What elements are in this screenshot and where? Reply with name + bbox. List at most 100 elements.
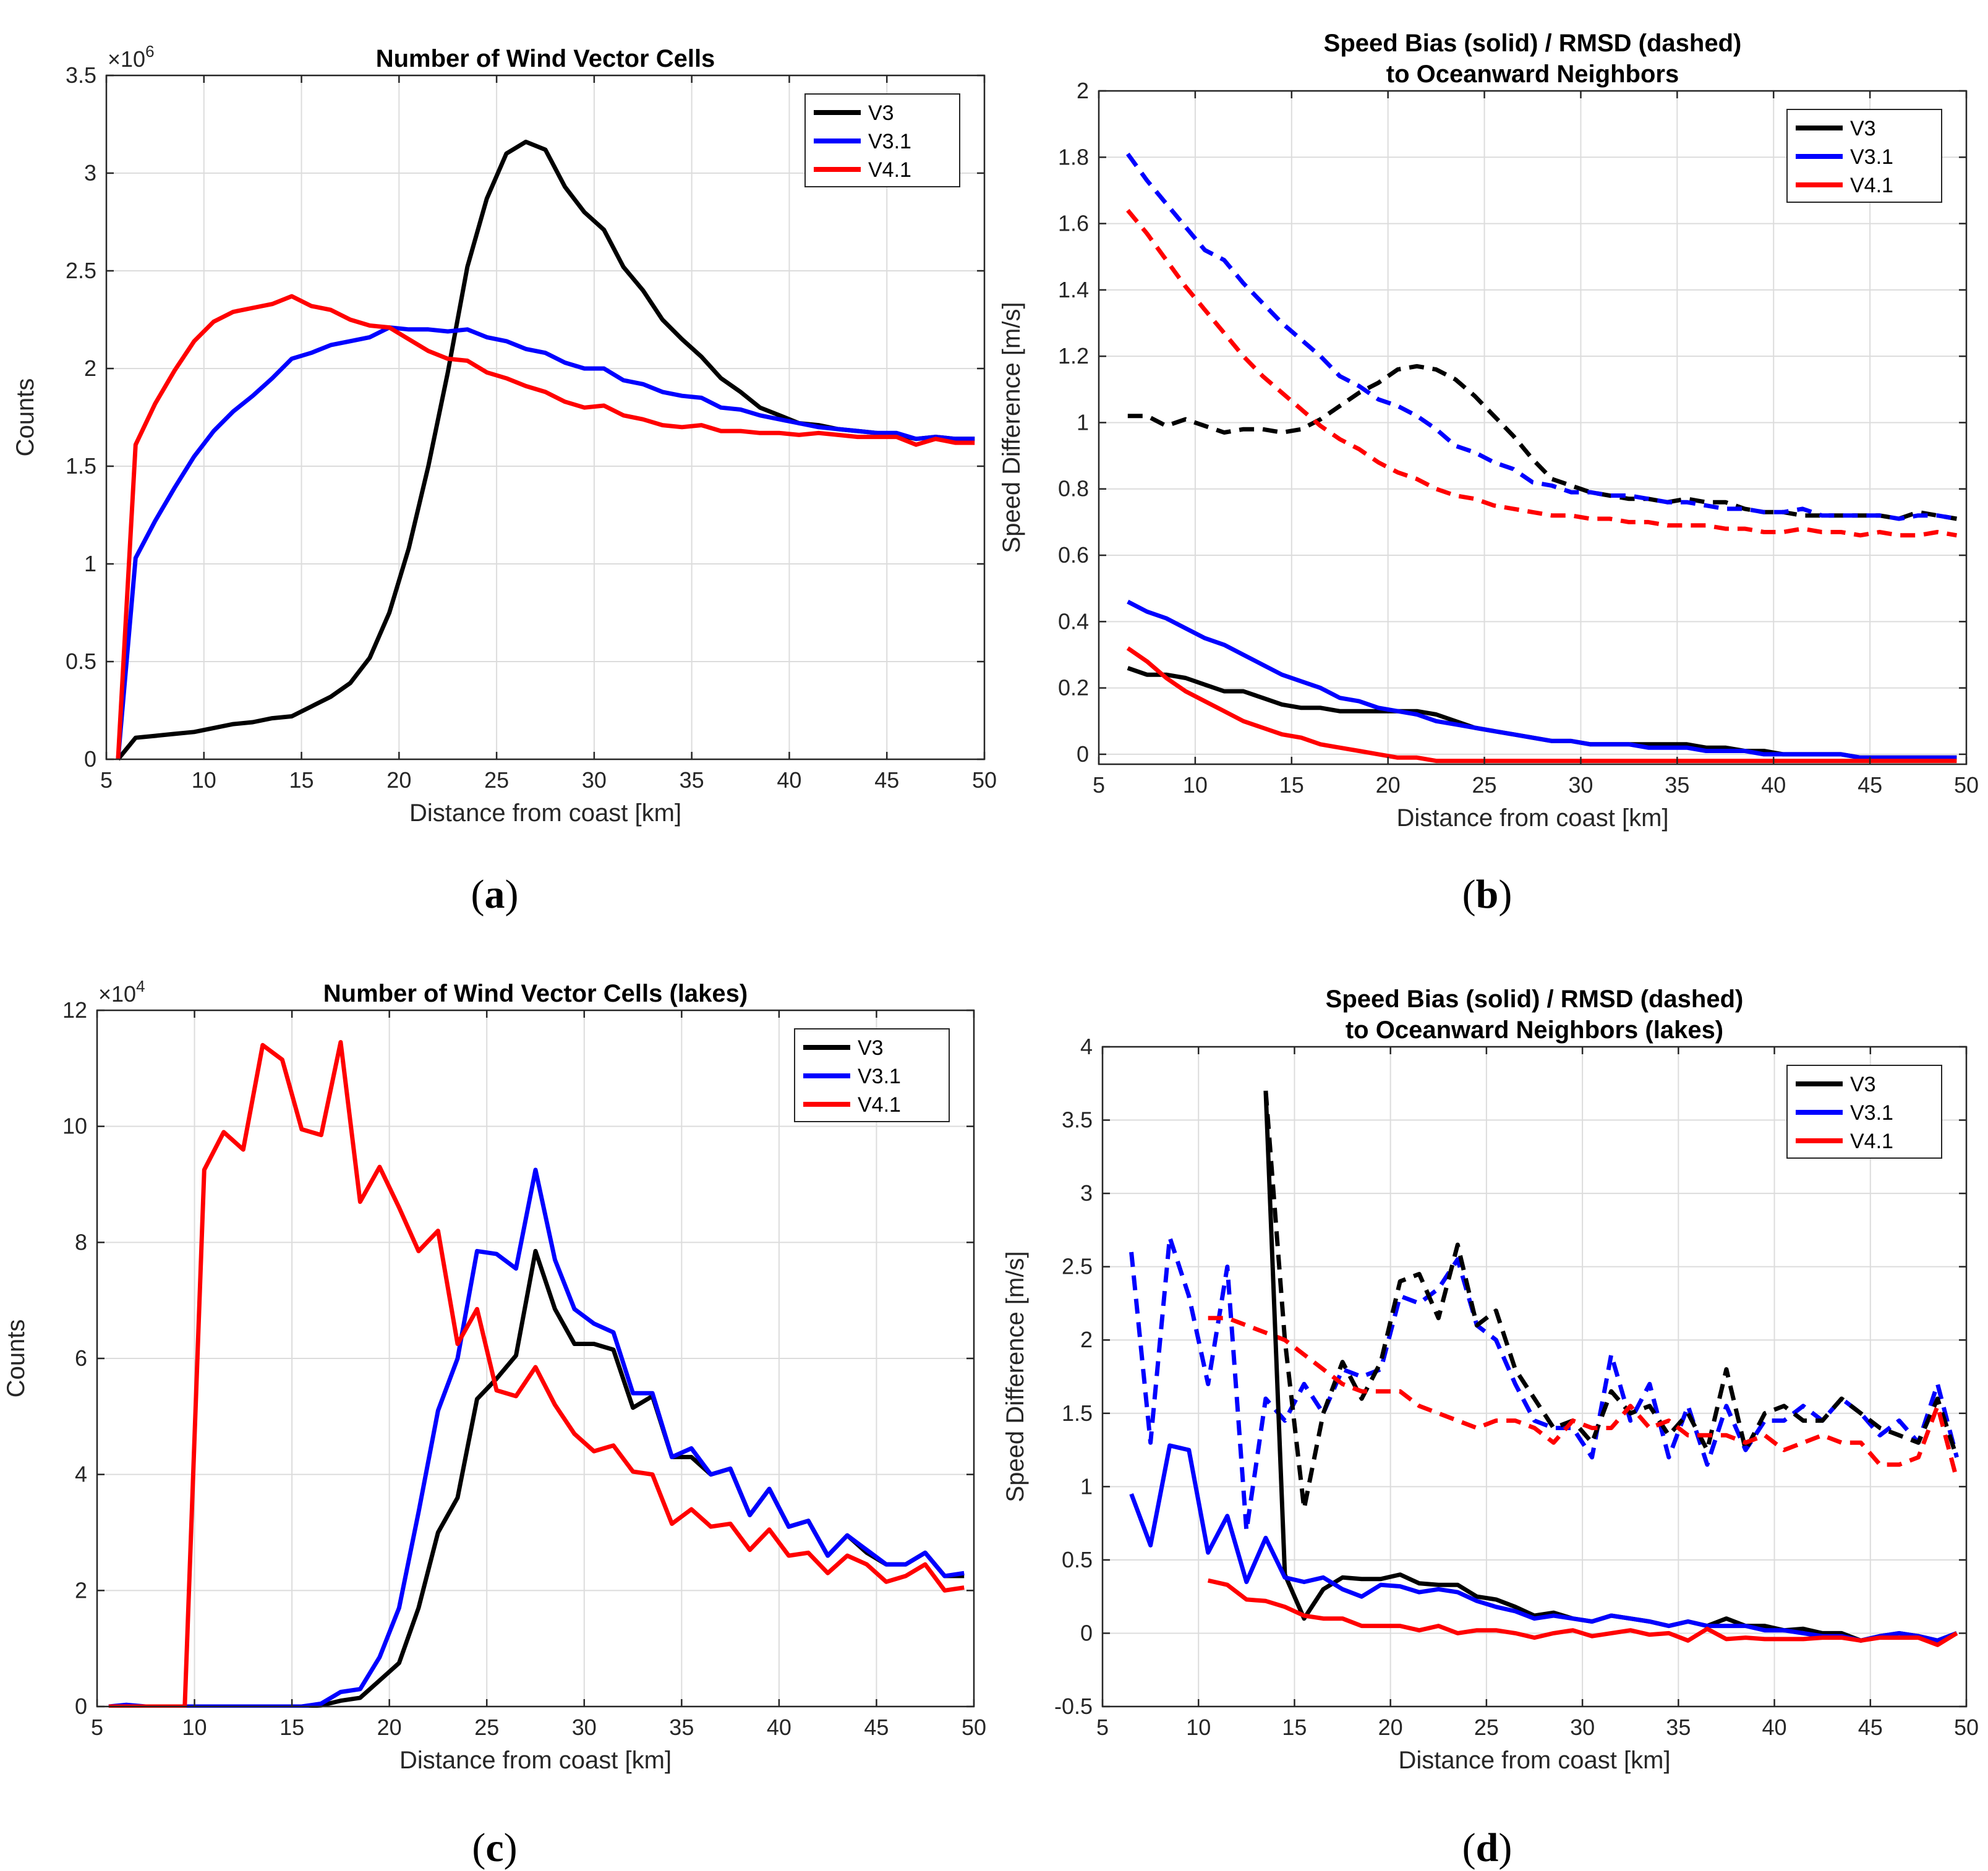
x-tick-label: 50 xyxy=(1954,772,1979,798)
y-tick-label: 4 xyxy=(75,1462,87,1487)
series-line-V3-dashed xyxy=(1263,1090,1959,1511)
x-tick-label: 50 xyxy=(1954,1715,1979,1740)
panel-caption: (c) xyxy=(472,1825,517,1870)
legend-label: V3 xyxy=(868,101,894,125)
chart-title: Speed Bias (solid) / RMSD (dashed) xyxy=(1326,986,1744,1013)
y-tick-label: 0.4 xyxy=(1058,608,1089,634)
y-tick-label: 1 xyxy=(1080,1473,1093,1499)
y-tick-label: 2 xyxy=(84,356,96,381)
x-tick-label: 45 xyxy=(1858,772,1882,798)
series-line-V4_1-dashed xyxy=(1208,1316,1959,1480)
series-line-V4_1-solid xyxy=(108,1040,965,1708)
y-exponent-power: 6 xyxy=(145,42,154,61)
x-tick-label: 35 xyxy=(1665,772,1689,798)
y-tick-label: 3.5 xyxy=(1062,1107,1093,1133)
y-exponent-base: ×10 xyxy=(108,46,145,72)
y-tick-label: 0 xyxy=(75,1694,87,1719)
y-tick-label: 2 xyxy=(75,1577,87,1603)
axes-frame xyxy=(1098,90,1968,765)
panel-caption-paren: ( xyxy=(1462,1825,1476,1870)
y-tick-label: 0.5 xyxy=(66,649,96,674)
series-line-V3-dashed xyxy=(1127,364,1957,521)
chart-title: Speed Bias (solid) / RMSD (dashed) xyxy=(1324,30,1742,57)
x-tick-label: 40 xyxy=(767,1715,791,1740)
series-line-V4_1-solid xyxy=(1126,646,1957,764)
x-tick-label: 15 xyxy=(289,767,314,793)
x-axis-label: Distance from coast [km] xyxy=(399,1747,672,1774)
x-tick-label: 25 xyxy=(1474,1715,1499,1740)
panel-caption-paren: ) xyxy=(1498,872,1512,917)
legend-label: V3.1 xyxy=(1850,145,1893,169)
panel-caption: (a) xyxy=(471,872,519,917)
x-tick-label: 45 xyxy=(1858,1715,1883,1740)
x-tick-label: 50 xyxy=(962,1715,986,1740)
series-group xyxy=(116,139,975,761)
y-tick-label: 2 xyxy=(1080,1327,1093,1352)
panel-caption-letter: a xyxy=(485,872,505,917)
series-line-V3_1-solid xyxy=(1127,599,1957,760)
x-tick-label: 5 xyxy=(1096,1715,1109,1740)
y-tick-label: 0 xyxy=(84,746,96,772)
x-axis-label: Distance from coast [km] xyxy=(409,799,681,827)
x-tick-label: 10 xyxy=(192,767,216,793)
chart-panel-b: 5 10 15 20 25 30 35 40 45 50 0 0.2 0.4 0.6 0.8 1 1.2 1.4 1… xyxy=(998,30,1979,917)
x-tick-label: 45 xyxy=(874,767,899,793)
x-tick-label: 5 xyxy=(100,767,113,793)
x-tick-label: 10 xyxy=(182,1715,207,1740)
x-tick-label: 20 xyxy=(1378,1715,1403,1740)
y-tick-label: 1.2 xyxy=(1058,343,1089,369)
y-tick-label: 2.5 xyxy=(66,258,96,283)
series-line-V4_1-dashed xyxy=(1126,208,1957,538)
chart-title: to Oceanward Neighbors (lakes) xyxy=(1346,1016,1723,1044)
x-tick-label: 30 xyxy=(582,767,607,793)
panel-caption-paren: ) xyxy=(504,1825,518,1870)
x-tick-label: 30 xyxy=(1568,772,1593,798)
x-tick-label: 40 xyxy=(777,767,801,793)
y-tick-label: 2.5 xyxy=(1062,1254,1093,1279)
x-tick-label: 20 xyxy=(386,767,411,793)
y-axis-label: Counts xyxy=(2,1319,30,1398)
legend-label: V4.1 xyxy=(1850,174,1893,197)
axes-frame xyxy=(1101,1046,1968,1708)
panel-caption-paren: ( xyxy=(1462,872,1476,917)
x-tick-label: 25 xyxy=(474,1715,499,1740)
x-tick-label: 25 xyxy=(1472,772,1497,798)
x-tick-label: 45 xyxy=(864,1715,889,1740)
y-exponent-power: 4 xyxy=(136,977,145,995)
series-line-V3_1-solid xyxy=(116,325,975,760)
x-axis-label: Distance from coast [km] xyxy=(1396,804,1668,832)
chart-title: to Oceanward Neighbors xyxy=(1386,61,1679,88)
chart-title: Number of Wind Vector Cells xyxy=(376,45,715,72)
x-tick-label: 35 xyxy=(680,767,704,793)
x-tick-label: 35 xyxy=(1666,1715,1691,1740)
x-tick-label: 40 xyxy=(1762,1715,1787,1740)
legend-label: V3 xyxy=(1850,1073,1876,1096)
x-tick-label: 5 xyxy=(1093,772,1105,798)
chart-panel-a: 5 10 15 20 25 30 35 40 45 50 0 0.5 1 1.5 2 2.5 3 3.5 ×106 N… xyxy=(12,42,997,917)
y-tick-label: 1.6 xyxy=(1058,211,1089,236)
y-tick-label: 0.8 xyxy=(1058,476,1089,501)
x-tick-label: 25 xyxy=(484,767,509,793)
y-tick-label: 10 xyxy=(62,1114,87,1139)
panel-caption: (d) xyxy=(1462,1825,1512,1870)
x-tick-label: 5 xyxy=(91,1715,103,1740)
x-tick-label: 20 xyxy=(1376,772,1401,798)
x-tick-label: 30 xyxy=(1570,1715,1595,1740)
y-tick-label: 6 xyxy=(75,1345,87,1371)
y-tick-label: 2 xyxy=(1077,78,1089,103)
y-exponent-label: ×104 xyxy=(98,977,145,1007)
panel-caption-letter: c xyxy=(485,1825,503,1870)
y-exponent-label: ×106 xyxy=(108,42,155,72)
legend-label: V4.1 xyxy=(858,1093,901,1117)
legend-label: V4.1 xyxy=(1850,1130,1893,1153)
y-axis-label: Counts xyxy=(12,378,39,457)
series-group xyxy=(1129,1090,1959,1647)
x-axis-label: Distance from coast [km] xyxy=(1398,1747,1670,1774)
y-tick-label: 3.5 xyxy=(66,62,96,88)
legend: V3 V3.1 V4.1 xyxy=(804,93,960,187)
y-tick-label: -0.5 xyxy=(1054,1694,1093,1719)
legend: V3 V3.1 V4.1 xyxy=(794,1028,950,1122)
x-tick-label: 15 xyxy=(1282,1715,1307,1740)
y-tick-label: 1.4 xyxy=(1058,277,1089,302)
series-group xyxy=(1125,152,1957,764)
